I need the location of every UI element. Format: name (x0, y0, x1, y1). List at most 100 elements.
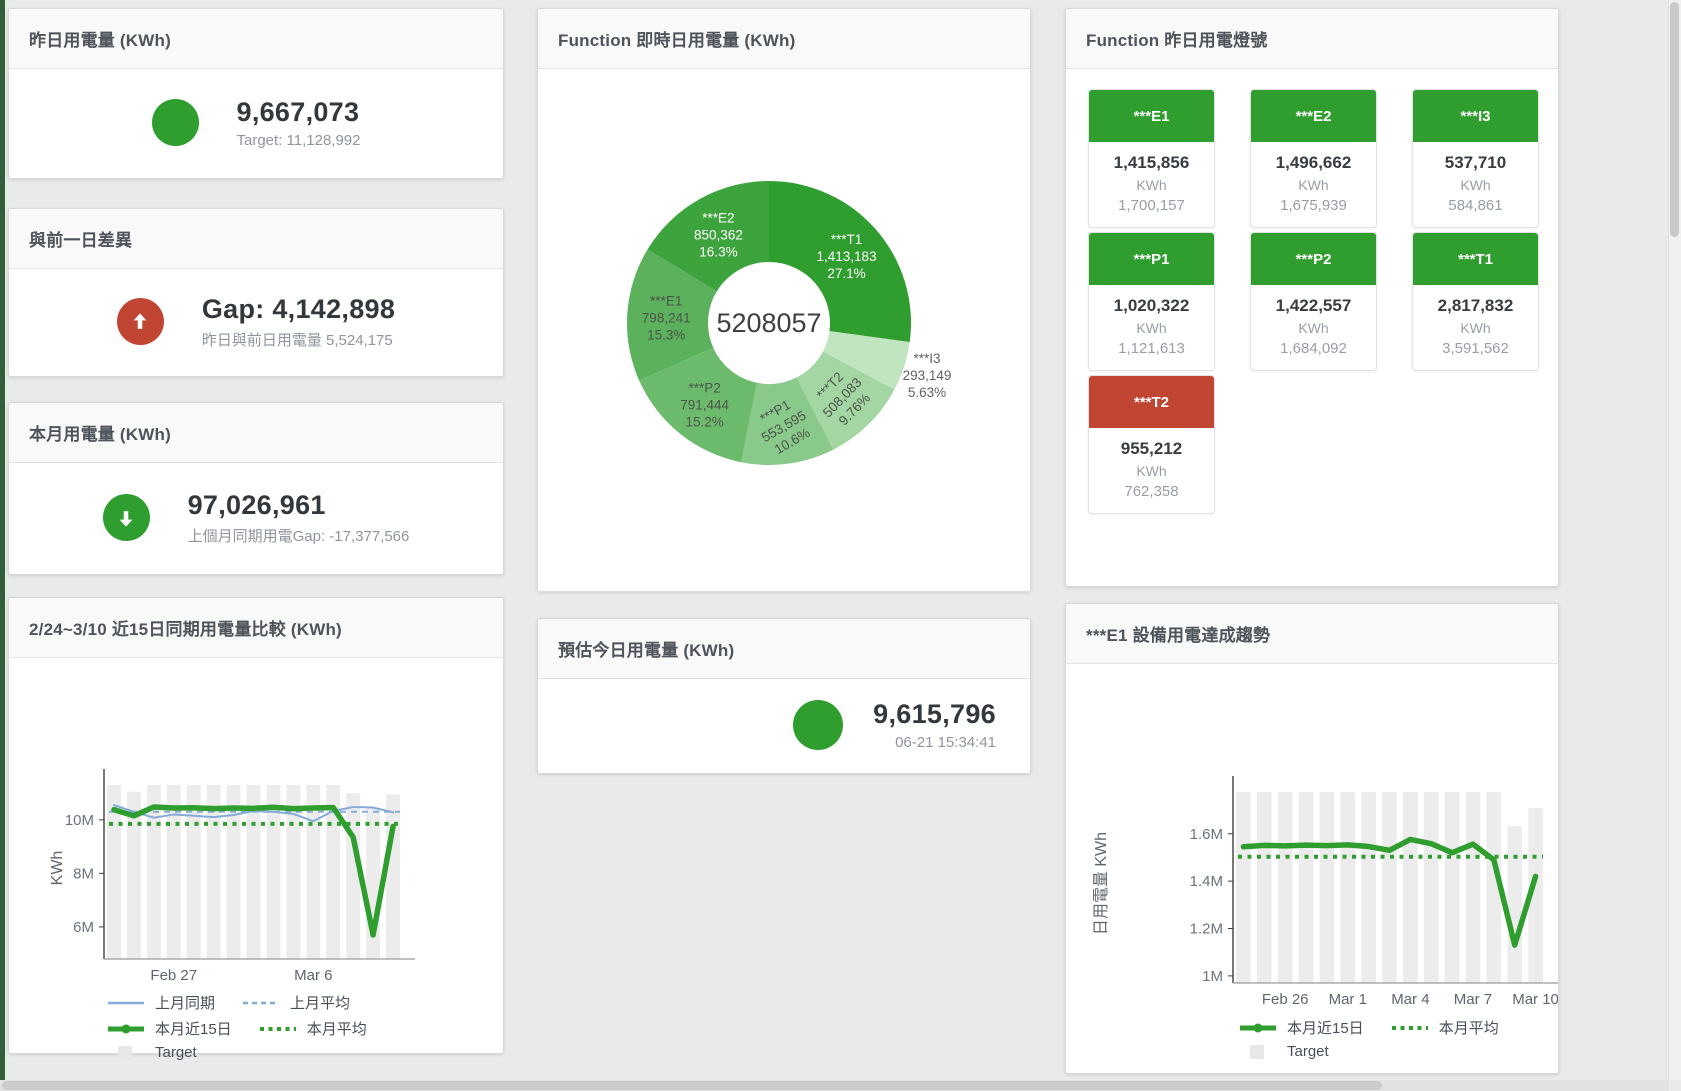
target-bar (1528, 808, 1543, 983)
panel-header[interactable]: Function 即時日用電量 (KWh) (538, 9, 1030, 69)
panel-title: 昨日用電量 (KWh) (29, 31, 171, 50)
legend-swatch-icon (1240, 1023, 1276, 1032)
legend-item[interactable]: 本月近15日 (1238, 1017, 1364, 1038)
light-card-title: ***T2 (1089, 376, 1214, 428)
stat-value: 9,667,073 (236, 96, 360, 127)
target-bar (246, 785, 261, 959)
target-bar (126, 791, 141, 959)
panel-header[interactable]: Function 昨日用電燈號 (1066, 9, 1558, 69)
legend-swatch-icon (1250, 1044, 1264, 1059)
x-tick-label: Feb 26 (1262, 991, 1309, 1008)
light-card[interactable]: ***T2 955,212 KWh 762,358 (1088, 375, 1215, 514)
legend-item[interactable]: Target (1238, 1043, 1329, 1060)
y-tick-label: 1.6M (1190, 826, 1223, 843)
target-bar (1298, 792, 1314, 983)
y-axis-label: 日用電量 KWh (1093, 832, 1110, 935)
light-card-unit: KWh (1136, 463, 1167, 479)
pie-slice[interactable] (647, 181, 769, 292)
legend-swatch-icon (118, 1045, 132, 1060)
stat-subtitle: 昨日與前日用電量 5,524,175 (201, 331, 393, 349)
light-card-title: ***E2 (1251, 90, 1376, 142)
donut-svg: ***T1 1,413,183 27.1%***I3 293,149 5.63%***T… (627, 181, 951, 465)
x-tick-label: Mar 6 (294, 967, 332, 984)
pie-slice[interactable] (796, 351, 895, 450)
y-tick-label: 8M (73, 865, 94, 882)
light-card[interactable]: ***P1 1,020,322 KWh 1,121,613 (1088, 232, 1215, 371)
pie-slice[interactable] (741, 377, 834, 465)
light-card-body: 1,496,662 KWh 1,675,939 (1251, 142, 1376, 227)
y-tick-label: 10M (65, 812, 94, 829)
e1-trend-chart: 1M 1.2M 1.4M 1.6M Feb 26 Mar 1 Mar 4 Mar 7 Mar 1… (1066, 664, 1558, 1009)
stat-value: 97,026,961 (187, 489, 326, 520)
light-card-unit: KWh (1298, 177, 1329, 193)
target-bar (146, 785, 161, 959)
pie-slice[interactable] (822, 331, 910, 390)
light-card-title: ***E1 (1089, 90, 1214, 142)
legend-item[interactable]: 本月平均 (258, 1018, 367, 1039)
legend-label: Target (155, 1044, 197, 1061)
target-bar (1465, 792, 1481, 983)
x-tick-label: Mar 10 (1512, 991, 1558, 1008)
light-card-unit: KWh (1298, 320, 1329, 336)
light-card[interactable]: ***I3 537,710 KWh 584,861 (1412, 89, 1539, 228)
data-line (1240, 836, 1539, 948)
pie-slice-label: ***T1 1,413,183 27.1% (817, 232, 877, 281)
stat-subtitle: 06-21 15:34:41 (895, 734, 996, 751)
legend-item[interactable]: 上月同期 (106, 992, 215, 1013)
target-bar (386, 794, 401, 959)
target-bar (346, 793, 361, 959)
scrollbar-thumb[interactable] (1670, 2, 1679, 237)
light-card-target: 762,358 (1124, 483, 1179, 500)
x-tick-label: Mar 4 (1391, 991, 1429, 1008)
legend-label: 本月近15日 (155, 1021, 232, 1038)
horizontal-scrollbar[interactable] (0, 1080, 1669, 1091)
panel-header[interactable]: ***E1 設備用電達成趨勢 (1066, 604, 1558, 664)
legend-swatch-icon (108, 1001, 144, 1004)
y-tick-label: 1.4M (1190, 873, 1223, 890)
light-card[interactable]: ***T1 2,817,832 KWh 3,591,562 (1412, 232, 1539, 371)
target-bar (106, 785, 121, 959)
light-card[interactable]: ***E2 1,496,662 KWh 1,675,939 (1250, 89, 1377, 228)
panel-title: 與前一日差異 (29, 231, 133, 250)
light-card-body: 1,020,322 KWh 1,121,613 (1089, 285, 1214, 370)
pie-slice[interactable] (769, 181, 911, 342)
legend-item[interactable]: 上月平均 (241, 992, 350, 1013)
light-card[interactable]: ***E1 1,415,856 KWh 1,700,157 (1088, 89, 1215, 228)
legend-label: 上月同期 (155, 995, 216, 1012)
scrollbar-thumb[interactable] (2, 1081, 1382, 1090)
pie-slice-label: ***E1 798,241 15.3% (642, 293, 691, 342)
target-bar (166, 785, 181, 959)
light-card-title: ***P1 (1089, 233, 1214, 285)
light-card-value: 537,710 (1444, 153, 1507, 172)
legend-item[interactable]: 本月近15日 (106, 1018, 232, 1039)
panel-header[interactable]: 2/24~3/10 近15日同期用電量比較 (KWh) (9, 598, 503, 658)
line-chart-svg: 1M 1.2M 1.4M 1.6M Feb 26 Mar 1 Mar 4 Mar 7 Mar 1… (1093, 776, 1558, 1008)
legend-item[interactable]: Target (106, 1044, 197, 1061)
line-chart-svg: 6M 8M 10M Feb 27 Mar 6 KWh (49, 769, 415, 984)
panel-title: 2/24~3/10 近15日同期用電量比較 (KWh) (29, 620, 342, 639)
legend-label: Target (1287, 1043, 1329, 1060)
panel-header[interactable]: 預估今日用電量 (KWh) (538, 619, 1030, 679)
legend-item[interactable]: 本月平均 (1390, 1017, 1499, 1038)
vertical-scrollbar[interactable] (1668, 0, 1681, 1080)
legend-swatch-icon (108, 1024, 144, 1033)
panel-e1-trend: ***E1 設備用電達成趨勢 1M 1.2M 1.4M 1.6M Feb 26 Mar 1… (1065, 603, 1559, 1074)
panel-header[interactable]: 昨日用電量 (KWh) (9, 9, 503, 69)
panel-title: Function 昨日用電燈號 (1086, 31, 1268, 50)
target-bar (266, 785, 281, 959)
panel-month-usage: 本月用電量 (KWh) 97,026,961 上個月同期用電Gap: -17,3… (8, 402, 504, 575)
light-card[interactable]: ***P2 1,422,557 KWh 1,684,092 (1250, 232, 1377, 371)
panel-header[interactable]: 與前一日差異 (9, 209, 503, 269)
compare-15day-chart: 6M 8M 10M Feb 27 Mar 6 KWh (9, 658, 503, 984)
pie-slice-label: ***E2 850,362 16.3% (694, 210, 743, 259)
donut-center-total: 5208057 (716, 308, 821, 338)
pie-slice[interactable] (639, 347, 758, 463)
legend-label: 本月平均 (306, 1021, 367, 1038)
status-circle-icon (793, 700, 844, 750)
legend-label: 上月平均 (290, 995, 351, 1012)
panel-header[interactable]: 本月用電量 (KWh) (9, 403, 503, 463)
pie-slice[interactable] (627, 249, 717, 381)
panel-today-estimate: 預估今日用電量 (KWh) 9,615,796 06-21 15:34:41 (537, 618, 1031, 774)
legend-label: 本月近15日 (1287, 1020, 1364, 1037)
